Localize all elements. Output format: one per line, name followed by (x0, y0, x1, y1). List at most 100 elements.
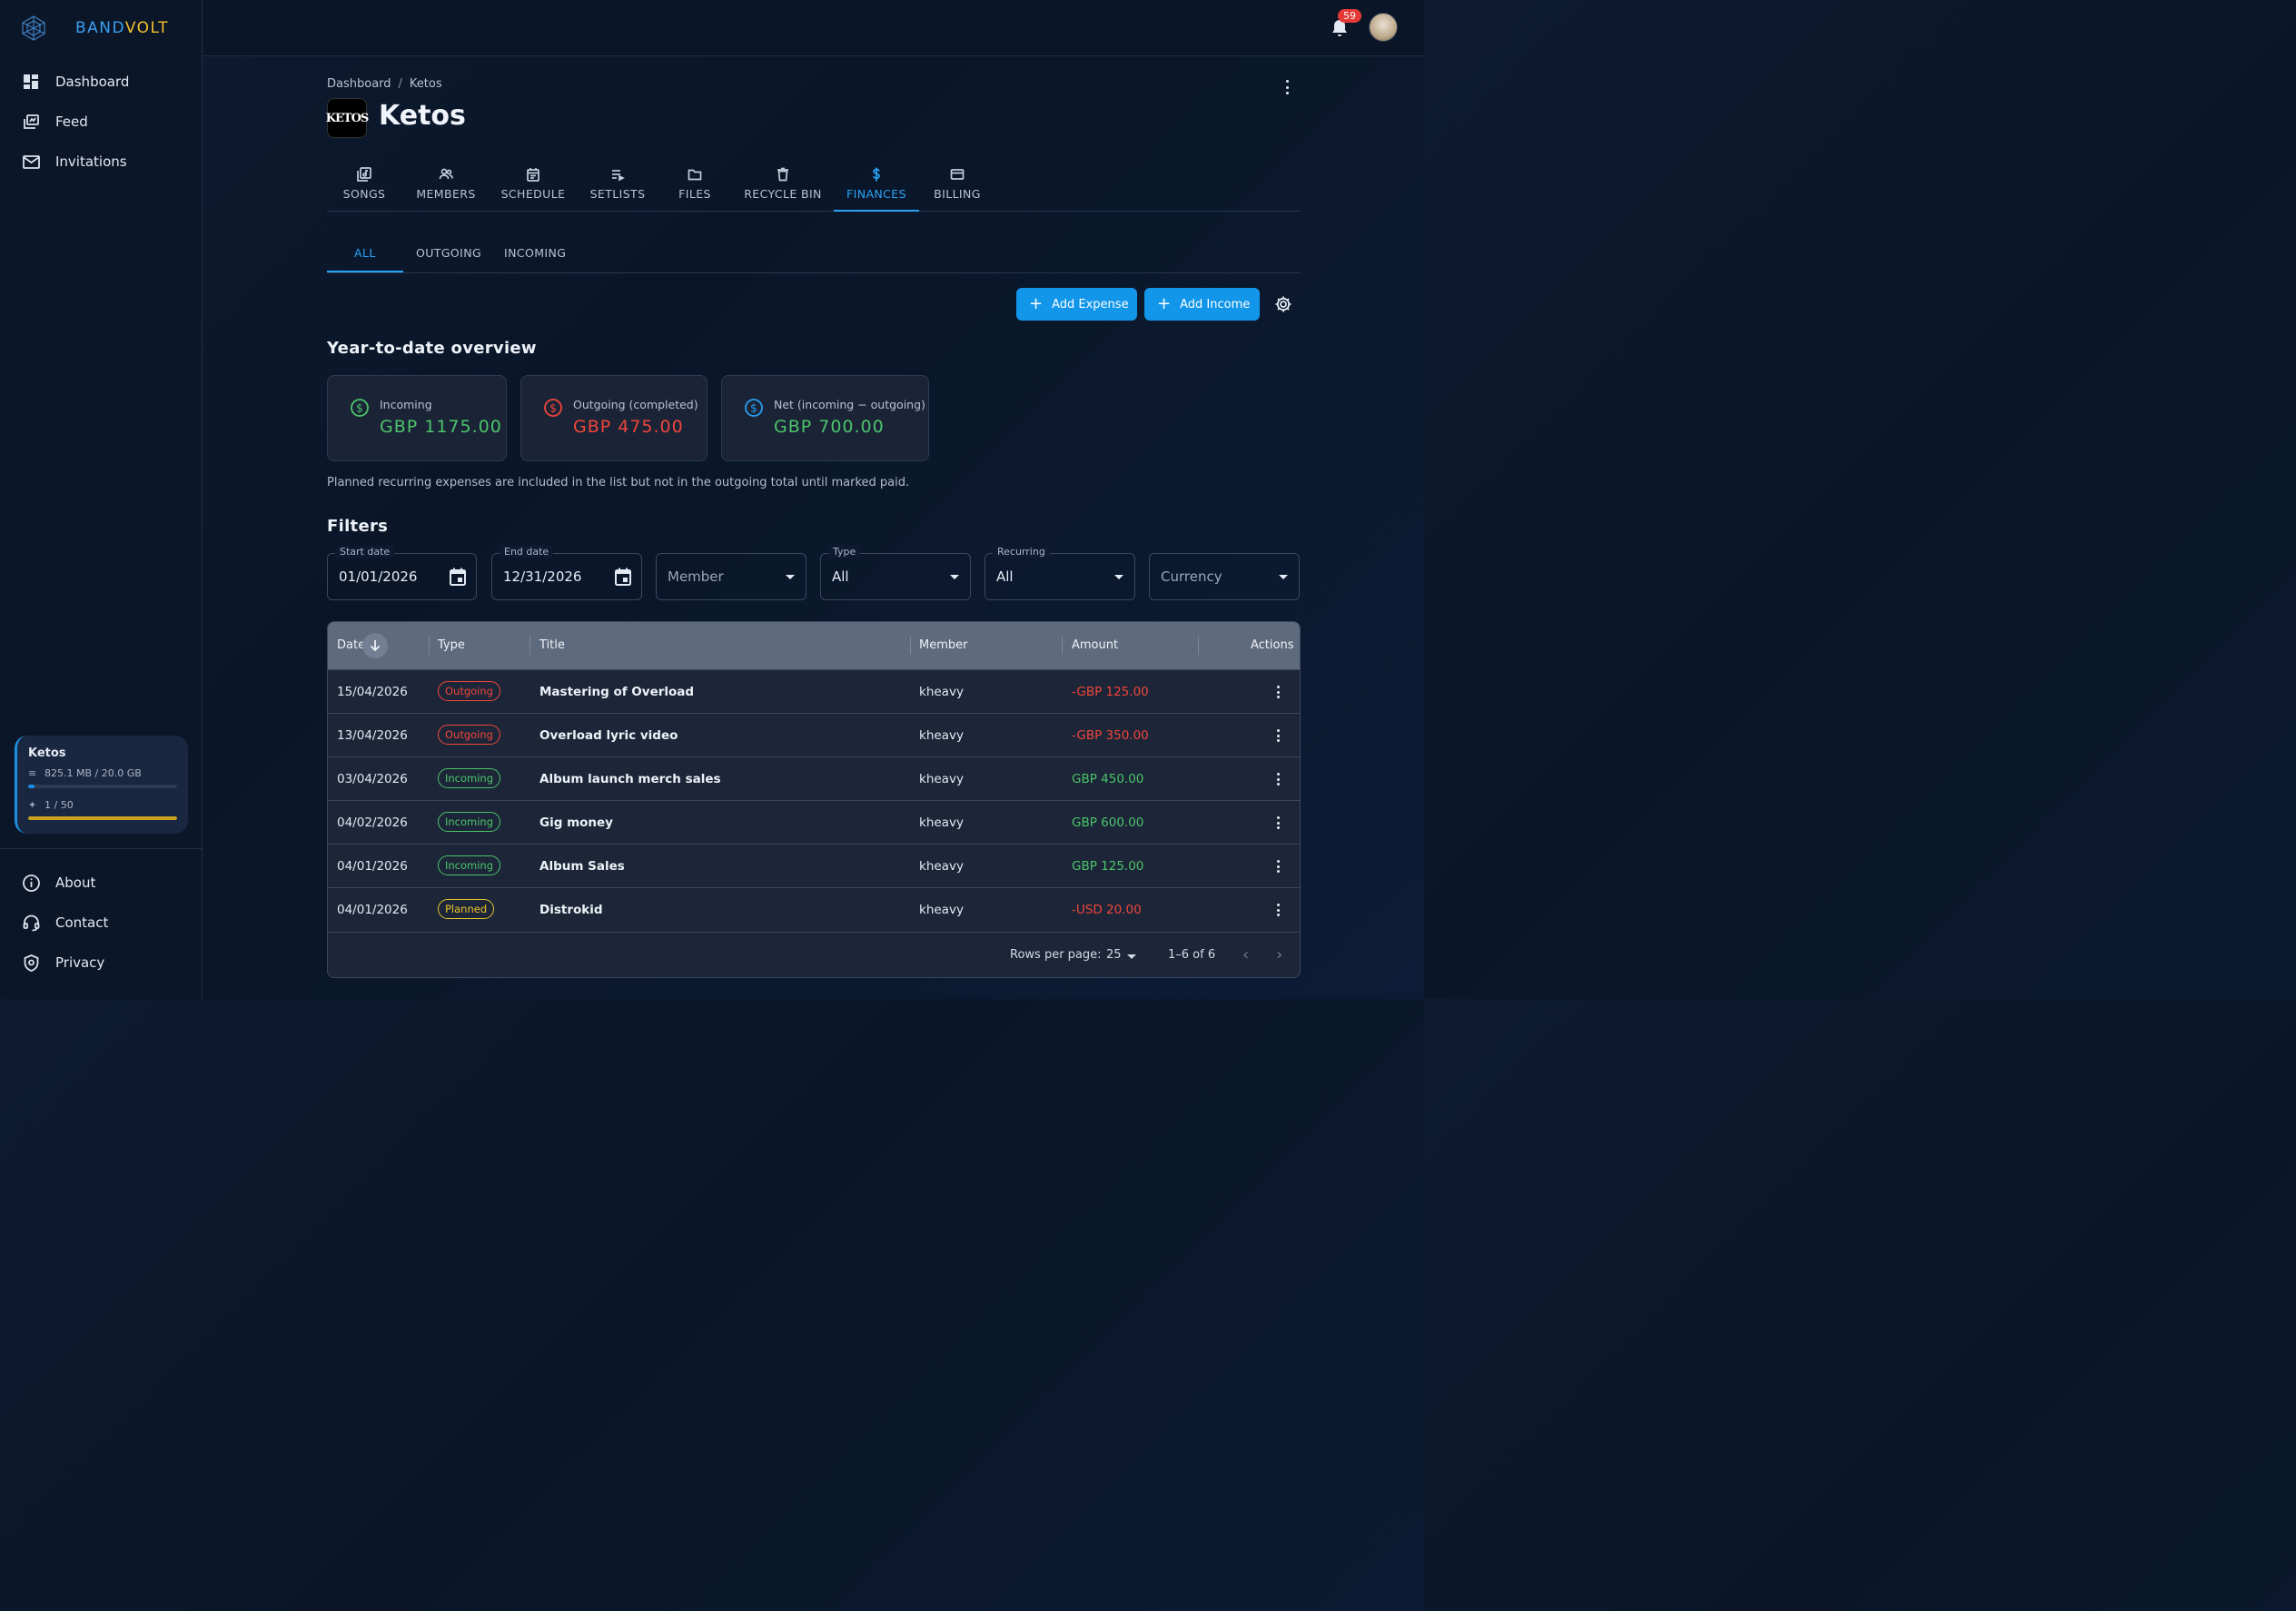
table-row[interactable]: 13/04/2026 Outgoing Overload lyric video… (328, 713, 1300, 756)
dashboard-icon (24, 74, 38, 89)
row-title: Gig money (539, 815, 613, 830)
finance-subtabs: ALL OUTGOING INCOMING (327, 233, 1301, 273)
sidebar: BANDVOLT Dashboard Feed Invitations Keto… (0, 0, 203, 999)
tab-label: SCHEDULE (500, 187, 566, 201)
table-header: Date Type Title Member Amount Actions (328, 622, 1300, 669)
column-header-amount[interactable]: Amount (1072, 638, 1119, 652)
tab-songs[interactable]: SONGS (332, 160, 397, 211)
dropdown-caret-icon (786, 575, 795, 579)
member-select[interactable]: Member (656, 553, 807, 600)
column-divider (1198, 637, 1199, 655)
stat-value: GBP 1175.00 (380, 417, 502, 437)
breadcrumb-root-link[interactable]: Dashboard (327, 77, 391, 91)
currency-placeholder: Currency (1161, 568, 1222, 585)
settings-gear-icon[interactable] (1274, 295, 1292, 313)
tab-members[interactable]: MEMBERS (411, 160, 481, 211)
table-row[interactable]: 15/04/2026 Outgoing Mastering of Overloa… (328, 669, 1300, 713)
dropdown-caret-icon (950, 575, 959, 579)
page-more-menu-icon[interactable] (1281, 80, 1293, 94)
tab-setlists[interactable]: SETLISTS (585, 160, 650, 211)
type-chip: Incoming (438, 768, 501, 788)
row-title: Distrokid (539, 903, 603, 917)
tab-billing[interactable]: BILLING (929, 160, 985, 211)
end-date-value: 12/31/2026 (503, 568, 582, 585)
table-row[interactable]: 04/01/2026 Incoming Album Sales kheavy G… (328, 844, 1300, 887)
row-member: kheavy (919, 772, 964, 786)
calendar-picker-icon[interactable] (449, 567, 467, 587)
nav-item-privacy[interactable]: Privacy (0, 943, 202, 983)
column-header-member[interactable]: Member (919, 638, 968, 652)
row-actions-menu-icon[interactable] (1272, 729, 1284, 742)
tab-recycle-bin[interactable]: RECYCLE BIN (738, 160, 827, 211)
tab-schedule[interactable]: SCHEDULE (498, 160, 569, 211)
table-row[interactable]: 04/02/2026 Incoming Gig money kheavy GBP… (328, 800, 1300, 844)
type-select[interactable]: Type All (820, 546, 971, 600)
start-date-value: 01/01/2026 (339, 568, 418, 585)
table-row[interactable]: 03/04/2026 Incoming Album launch merch s… (328, 756, 1300, 800)
svg-text:$: $ (356, 402, 363, 415)
nav-item-dashboard[interactable]: Dashboard (0, 62, 202, 102)
tab-label: BILLING (934, 187, 981, 201)
mail-icon (23, 154, 40, 169)
add-income-button[interactable]: + Add Income (1144, 288, 1260, 321)
transactions-table: Date Type Title Member Amount Actions 15… (327, 621, 1301, 978)
row-title: Mastering of Overload (539, 685, 695, 699)
start-date-field[interactable]: Start date 01/01/2026 (327, 546, 477, 600)
nav-item-contact[interactable]: Contact (0, 903, 202, 943)
breadcrumb: Dashboard / Ketos (327, 77, 442, 91)
folder-icon (688, 169, 702, 181)
storage-icon: ≡ (28, 767, 37, 779)
tab-label: SONGS (342, 187, 386, 201)
calendar-picker-icon[interactable] (614, 567, 632, 587)
storage-usage-text: 825.1 MB / 20.0 GB (45, 767, 142, 779)
row-member: kheavy (919, 859, 964, 874)
row-actions-menu-icon[interactable] (1272, 904, 1284, 916)
row-member: kheavy (919, 903, 964, 917)
filters-title: Filters (327, 517, 389, 536)
brand-logo[interactable]: BANDVOLT (20, 13, 169, 44)
row-amount: GBP 450.00 (1072, 772, 1144, 786)
tab-finances[interactable]: FINANCES (834, 160, 919, 212)
calendar-icon (527, 168, 539, 182)
tab-label: SETLISTS (589, 187, 646, 201)
subtab-all[interactable]: ALL (354, 246, 376, 260)
type-chip: Outgoing (438, 681, 500, 701)
tab-files[interactable]: FILES (668, 160, 722, 211)
nav-item-invitations[interactable]: Invitations (0, 142, 202, 182)
row-actions-menu-icon[interactable] (1272, 686, 1284, 698)
nav-item-about[interactable]: About (0, 863, 202, 903)
column-header-title[interactable]: Title (539, 638, 565, 652)
notifications-bell-icon[interactable] (1331, 18, 1349, 38)
column-header-actions: Actions (1251, 638, 1294, 652)
shield-icon (24, 954, 39, 972)
nav-item-feed[interactable]: Feed (0, 102, 202, 142)
add-expense-button[interactable]: + Add Expense (1016, 288, 1137, 321)
trash-icon (777, 167, 788, 182)
table-pagination: Rows per page: 25 1–6 of 6 ‹ › (328, 932, 1300, 977)
column-header-type[interactable]: Type (438, 638, 465, 652)
user-avatar[interactable] (1369, 13, 1398, 42)
rows-per-page-label: Rows per page: (1010, 948, 1102, 962)
currency-select[interactable]: Currency (1149, 553, 1300, 600)
band-usage-card[interactable]: Ketos ≡ 825.1 MB / 20.0 GB ✦ 1 / 50 (15, 736, 188, 834)
subtab-outgoing[interactable]: OUTGOING (416, 246, 482, 260)
subtab-incoming[interactable]: INCOMING (504, 246, 567, 260)
rows-per-page-select[interactable]: 25 (1106, 948, 1122, 962)
sort-descending-button[interactable] (362, 633, 388, 658)
arrow-down-icon (370, 640, 381, 652)
next-page-icon[interactable]: › (1276, 945, 1283, 964)
stat-label: Net (incoming − outgoing) (774, 398, 925, 411)
music-library-icon (357, 167, 371, 182)
row-actions-menu-icon[interactable] (1272, 860, 1284, 873)
svg-text:$: $ (750, 402, 757, 415)
row-actions-menu-icon[interactable] (1272, 773, 1284, 786)
ai-sparkle-icon: ✦ (28, 799, 37, 811)
end-date-field[interactable]: End date 12/31/2026 (491, 546, 642, 600)
row-date: 03/04/2026 (337, 772, 408, 786)
column-header-date[interactable]: Date (337, 638, 366, 652)
recurring-select[interactable]: Recurring All (985, 546, 1135, 600)
row-amount: -USD 20.00 (1072, 903, 1142, 917)
table-row[interactable]: 04/01/2026 Planned Distrokid kheavy -USD… (328, 887, 1300, 931)
previous-page-icon[interactable]: ‹ (1242, 945, 1250, 964)
row-actions-menu-icon[interactable] (1272, 816, 1284, 829)
